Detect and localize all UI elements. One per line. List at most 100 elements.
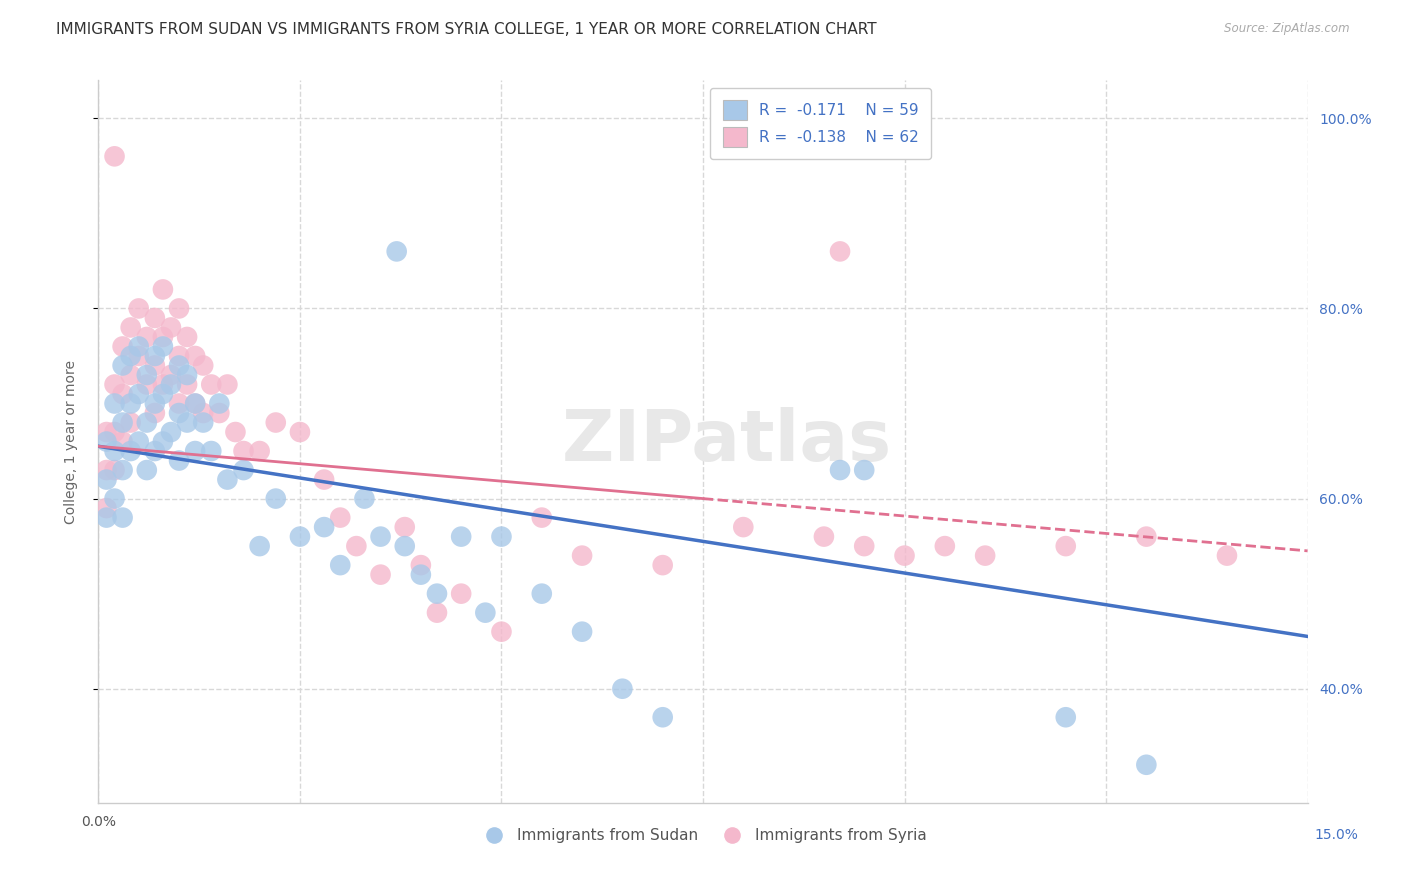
Point — [450, 587, 472, 601]
Point — [135, 330, 157, 344]
Point — [1054, 539, 1077, 553]
Point — [96, 501, 118, 516]
Point — [530, 510, 553, 524]
Point — [314, 520, 336, 534]
Point — [193, 359, 215, 373]
Point — [176, 368, 198, 382]
Point — [96, 510, 118, 524]
Point — [394, 539, 416, 553]
Point — [120, 368, 142, 382]
Text: IMMIGRANTS FROM SUDAN VS IMMIGRANTS FROM SYRIA COLLEGE, 1 YEAR OR MORE CORRELATI: IMMIGRANTS FROM SUDAN VS IMMIGRANTS FROM… — [56, 22, 877, 37]
Point — [329, 510, 352, 524]
Point — [893, 549, 915, 563]
Point — [167, 453, 190, 467]
Point — [120, 349, 142, 363]
Point — [128, 387, 150, 401]
Text: ZIPatlas: ZIPatlas — [562, 407, 893, 476]
Point — [370, 530, 392, 544]
Point — [96, 473, 118, 487]
Point — [249, 539, 271, 553]
Point — [232, 463, 254, 477]
Point — [103, 396, 125, 410]
Point — [934, 539, 956, 553]
Point — [120, 320, 142, 334]
Point — [128, 349, 150, 363]
Point — [120, 416, 142, 430]
Point — [1135, 757, 1157, 772]
Point — [96, 434, 118, 449]
Point — [160, 320, 183, 334]
Point — [167, 406, 190, 420]
Point — [409, 558, 432, 573]
Point — [184, 396, 207, 410]
Point — [103, 444, 125, 458]
Point — [232, 444, 254, 458]
Point — [143, 310, 166, 325]
Legend: Immigrants from Sudan, Immigrants from Syria: Immigrants from Sudan, Immigrants from S… — [472, 822, 934, 849]
Point — [224, 425, 246, 439]
Point — [111, 434, 134, 449]
Point — [167, 301, 190, 316]
Point — [103, 149, 125, 163]
Point — [813, 530, 835, 544]
Point — [426, 587, 449, 601]
Point — [96, 463, 118, 477]
Point — [184, 396, 207, 410]
Point — [193, 406, 215, 420]
Point — [103, 491, 125, 506]
Point — [103, 425, 125, 439]
Point — [612, 681, 634, 696]
Point — [143, 359, 166, 373]
Point — [651, 710, 673, 724]
Point — [409, 567, 432, 582]
Point — [385, 244, 408, 259]
Point — [167, 359, 190, 373]
Point — [128, 301, 150, 316]
Point — [184, 349, 207, 363]
Point — [491, 624, 513, 639]
Point — [111, 463, 134, 477]
Point — [111, 359, 134, 373]
Point — [135, 463, 157, 477]
Point — [1216, 549, 1239, 563]
Point — [651, 558, 673, 573]
Point — [176, 330, 198, 344]
Point — [111, 387, 134, 401]
Point — [167, 349, 190, 363]
Point — [143, 444, 166, 458]
Point — [152, 330, 174, 344]
Point — [135, 368, 157, 382]
Point — [152, 377, 174, 392]
Point — [288, 425, 311, 439]
Point — [103, 463, 125, 477]
Point — [828, 244, 851, 259]
Y-axis label: College, 1 year or more: College, 1 year or more — [63, 359, 77, 524]
Point — [160, 425, 183, 439]
Point — [152, 434, 174, 449]
Point — [152, 387, 174, 401]
Point — [426, 606, 449, 620]
Point — [111, 510, 134, 524]
Point — [264, 491, 287, 506]
Point — [571, 624, 593, 639]
Point — [143, 406, 166, 420]
Point — [370, 567, 392, 582]
Point — [143, 349, 166, 363]
Point — [1135, 530, 1157, 544]
Point — [491, 530, 513, 544]
Point — [152, 339, 174, 353]
Point — [828, 463, 851, 477]
Point — [208, 406, 231, 420]
Point — [200, 444, 222, 458]
Point — [450, 530, 472, 544]
Point — [111, 339, 134, 353]
Point — [474, 606, 496, 620]
Point — [853, 539, 876, 553]
Point — [264, 416, 287, 430]
Point — [200, 377, 222, 392]
Point — [160, 368, 183, 382]
Point — [314, 473, 336, 487]
Point — [217, 377, 239, 392]
Point — [733, 520, 755, 534]
Point — [143, 396, 166, 410]
